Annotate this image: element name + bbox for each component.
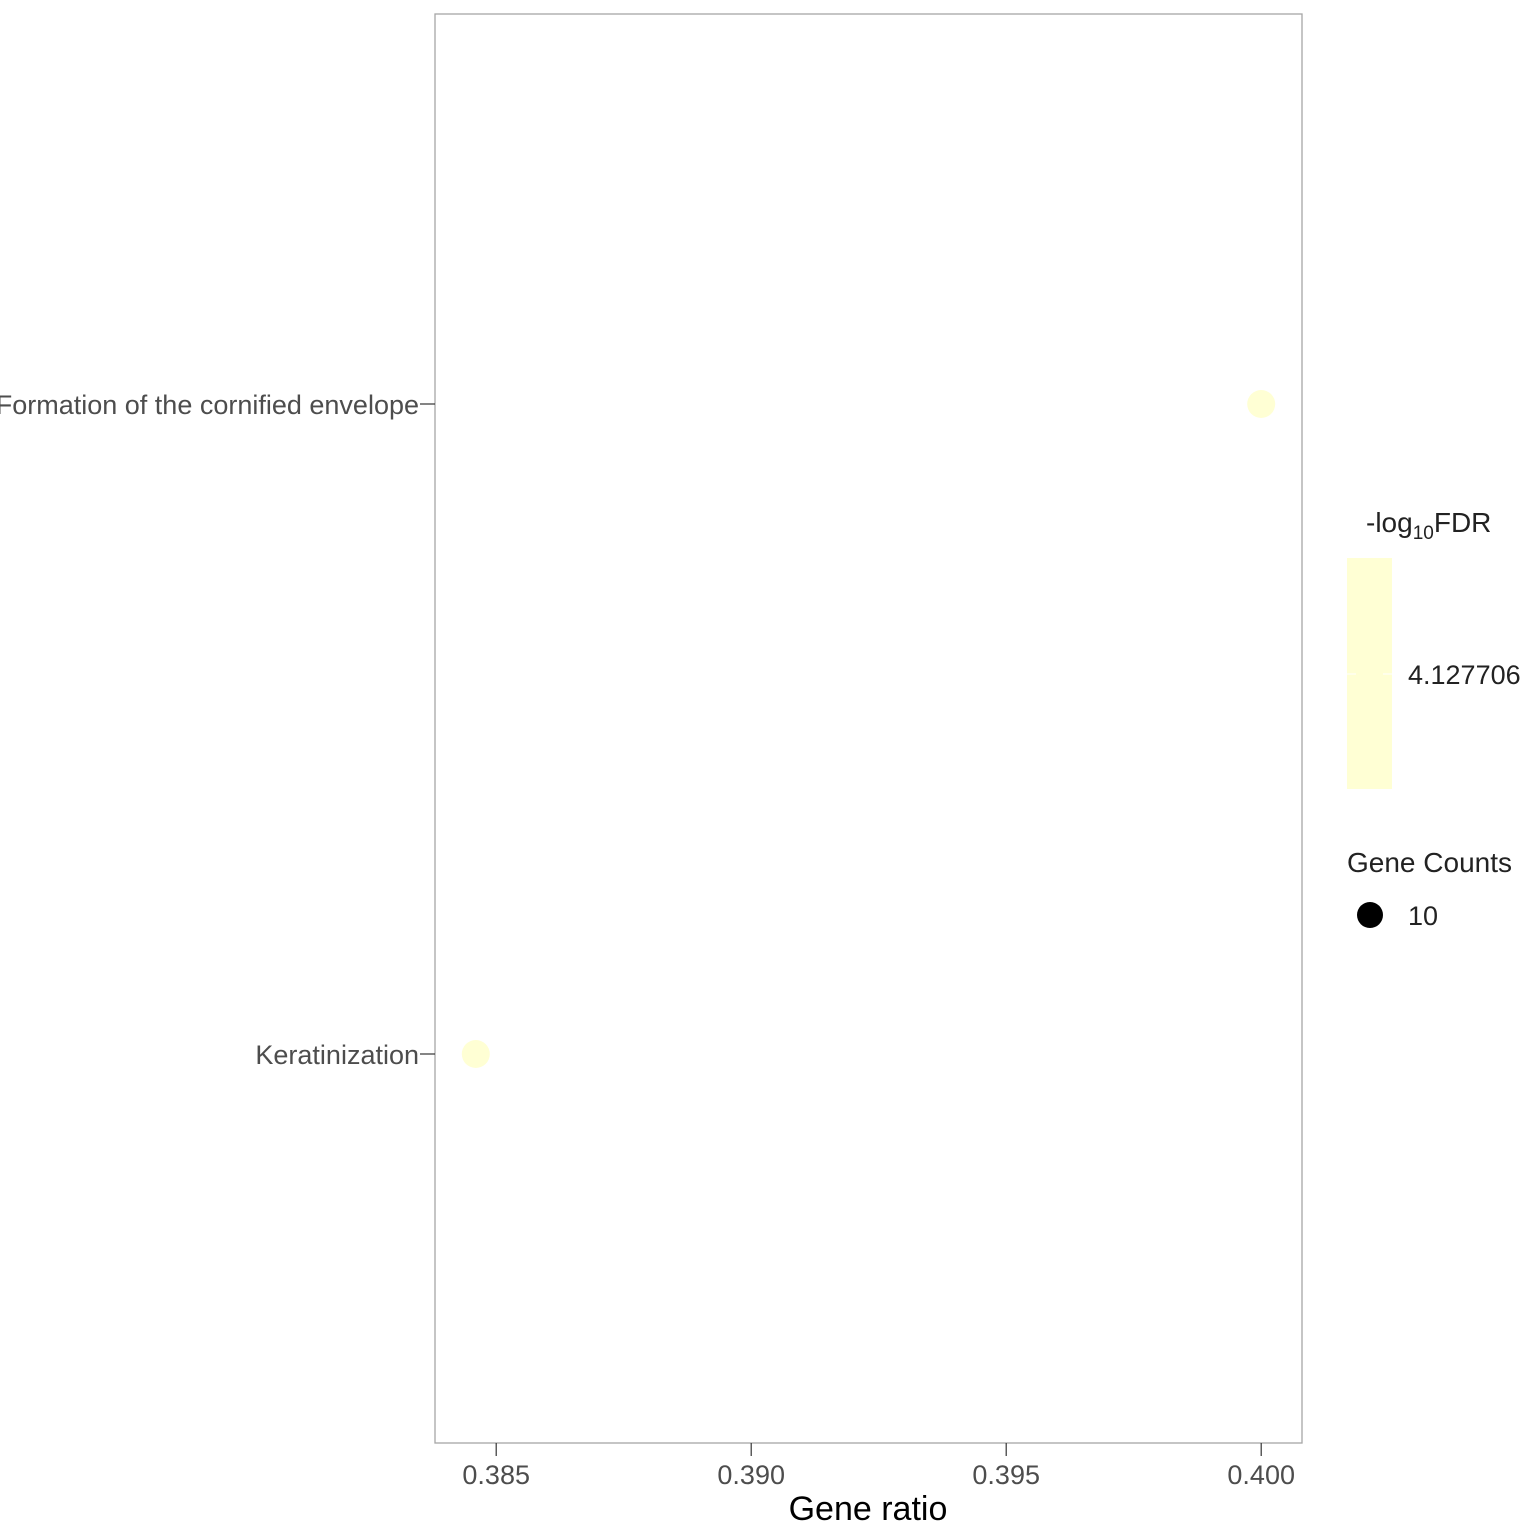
y-axis: Formation of the cornified envelope Kera… [0, 390, 435, 1070]
data-points [461, 390, 1276, 1068]
y-tick-label-keratinization: Keratinization [255, 1040, 419, 1070]
x-axis-title: Gene ratio [789, 1490, 948, 1528]
y-tick-label-cornified: Formation of the cornified envelope [0, 390, 419, 420]
point-keratinization [461, 1040, 490, 1068]
colorbar-label: 4.127706 [1408, 660, 1521, 690]
size-legend: Gene Counts 10 [1347, 847, 1512, 931]
color-legend: -log10FDR 4.127706 [1347, 507, 1521, 789]
x-axis: 0.385 0.390 0.395 0.400 Gene ratio [462, 1443, 1295, 1528]
size-legend-key [1357, 902, 1383, 928]
color-legend-title: -log10FDR [1366, 507, 1491, 544]
x-tick-label-0: 0.385 [462, 1460, 530, 1490]
size-legend-title: Gene Counts [1347, 847, 1512, 878]
size-legend-label: 10 [1408, 901, 1438, 931]
plot-panel [434, 13, 1303, 1444]
x-tick-label-2: 0.395 [972, 1460, 1040, 1490]
x-tick-label-1: 0.390 [717, 1460, 785, 1490]
point-formation-of-the-cornified-envelope [1247, 390, 1276, 418]
x-tick-label-3: 0.400 [1227, 1460, 1295, 1490]
